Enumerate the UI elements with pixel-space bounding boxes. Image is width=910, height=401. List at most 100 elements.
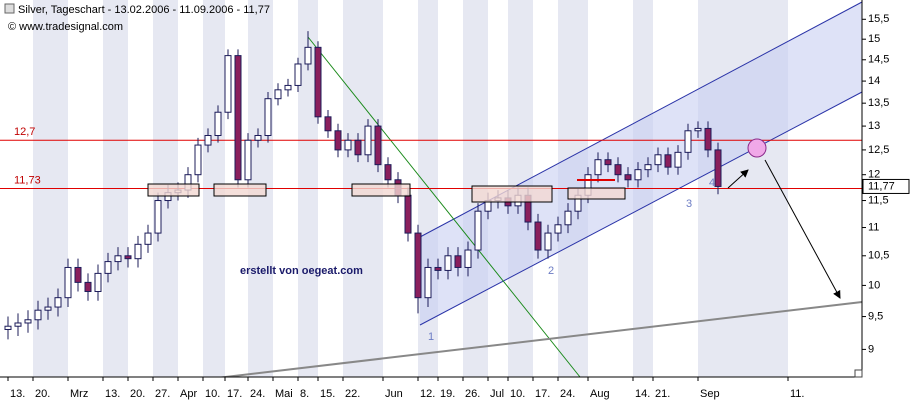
candle-body bbox=[304, 46, 312, 65]
arrow bbox=[764, 159, 841, 299]
y-tick-label: 14 bbox=[868, 75, 880, 87]
candle-body bbox=[44, 306, 52, 311]
trend-line bbox=[307, 36, 581, 378]
channel-fill bbox=[420, 2, 862, 325]
candle-body bbox=[314, 46, 322, 118]
candle-body bbox=[604, 159, 612, 166]
candle-body bbox=[674, 151, 682, 168]
candle-body bbox=[374, 125, 382, 166]
candle-body bbox=[204, 135, 212, 146]
chart-title: Silver, Tageschart - 13.02.2006 - 11.09.… bbox=[18, 4, 270, 16]
x-tick-label: 15. bbox=[320, 388, 335, 400]
candle-body bbox=[4, 325, 12, 330]
x-tick-label: 26. bbox=[465, 388, 480, 400]
candle-body bbox=[24, 319, 32, 324]
x-tick-label: 17. bbox=[227, 388, 242, 400]
candle-body bbox=[74, 266, 82, 283]
candle-body bbox=[254, 135, 262, 141]
candle-body bbox=[404, 194, 412, 234]
candle-body bbox=[154, 200, 162, 234]
zone-box bbox=[213, 183, 267, 197]
x-tick-label: Apr bbox=[180, 388, 197, 400]
x-tick-label: 20. bbox=[130, 388, 145, 400]
candle-body bbox=[474, 210, 482, 251]
y-tick-label: 9 bbox=[868, 343, 874, 355]
y-tick-label: 14,5 bbox=[868, 54, 889, 66]
x-axis-panel bbox=[0, 377, 910, 401]
arrow bbox=[727, 169, 749, 189]
wave-label: 3 bbox=[686, 198, 692, 210]
candle-body bbox=[684, 130, 692, 153]
candle-body bbox=[644, 164, 652, 171]
candle-body bbox=[54, 297, 62, 308]
candle-body bbox=[234, 55, 242, 181]
candle-body bbox=[654, 154, 662, 166]
candle-body bbox=[114, 255, 122, 263]
candle-body bbox=[384, 164, 392, 181]
note: erstellt von oegeat.com bbox=[240, 265, 363, 277]
zone-box bbox=[351, 183, 411, 197]
x-tick-label: Jun bbox=[385, 388, 403, 400]
x-tick-label: 24. bbox=[560, 388, 575, 400]
zone-box bbox=[471, 185, 553, 203]
candle-body bbox=[104, 261, 112, 274]
candle-body bbox=[414, 232, 422, 299]
candle-body bbox=[224, 55, 232, 113]
wave-label: 4 bbox=[709, 177, 715, 189]
candle-body bbox=[594, 159, 602, 176]
source: © www.tradesignal.com bbox=[8, 21, 123, 33]
candle-body bbox=[454, 255, 462, 268]
candle-body bbox=[324, 116, 332, 132]
channel-lower bbox=[419, 91, 863, 326]
x-tick-label: Aug bbox=[590, 388, 610, 400]
candle-body bbox=[714, 149, 722, 187]
candle-body bbox=[664, 154, 672, 168]
x-tick-label: 27. bbox=[155, 388, 170, 400]
candle-body bbox=[264, 98, 272, 137]
candle-body bbox=[284, 84, 292, 91]
x-tick-label: 17. bbox=[535, 388, 550, 400]
candle-body bbox=[124, 255, 132, 260]
candle-body bbox=[444, 255, 452, 271]
icon bbox=[4, 3, 15, 14]
y-tick-label: 10 bbox=[868, 279, 880, 291]
corner-box bbox=[854, 369, 863, 378]
candle-body bbox=[214, 111, 222, 137]
x-tick-label: 24. bbox=[250, 388, 265, 400]
candle-body bbox=[244, 139, 252, 181]
candle-body bbox=[624, 174, 632, 181]
x-tick-label: 10. bbox=[510, 388, 525, 400]
candle-body bbox=[694, 127, 702, 132]
candle-body bbox=[364, 125, 372, 156]
y-tick-label: 13 bbox=[868, 120, 880, 132]
candle-body bbox=[424, 266, 432, 299]
candle-body bbox=[14, 322, 22, 327]
y-tick-label: 11,5 bbox=[868, 194, 889, 206]
x-tick-label: 10. bbox=[205, 388, 220, 400]
y-tick-label: 15,5 bbox=[868, 13, 889, 25]
candle-body bbox=[34, 309, 42, 321]
support-line bbox=[199, 301, 863, 381]
y-axis-panel bbox=[862, 0, 910, 401]
last-price-box bbox=[862, 178, 910, 194]
candle-body bbox=[614, 164, 622, 176]
y-tick-label: 15 bbox=[868, 33, 880, 45]
candle-body bbox=[354, 139, 362, 156]
candle-body bbox=[344, 139, 352, 151]
wave-label: 2 bbox=[548, 265, 554, 277]
candle-body bbox=[554, 224, 562, 234]
candle-body bbox=[704, 127, 712, 151]
x-tick-label: 21. bbox=[655, 388, 670, 400]
candle-body bbox=[144, 232, 152, 245]
zone-box bbox=[147, 183, 200, 197]
x-tick-label: Mai bbox=[275, 388, 293, 400]
x-tick-label: 20. bbox=[35, 388, 50, 400]
candle-body bbox=[434, 266, 442, 271]
candle-body bbox=[134, 243, 142, 260]
zone-box bbox=[567, 187, 626, 200]
candle-body bbox=[294, 63, 302, 86]
candle-body bbox=[534, 221, 542, 251]
last-price-label: 11,77 bbox=[868, 180, 895, 192]
candle-body bbox=[544, 232, 552, 251]
candle-body bbox=[634, 169, 642, 181]
